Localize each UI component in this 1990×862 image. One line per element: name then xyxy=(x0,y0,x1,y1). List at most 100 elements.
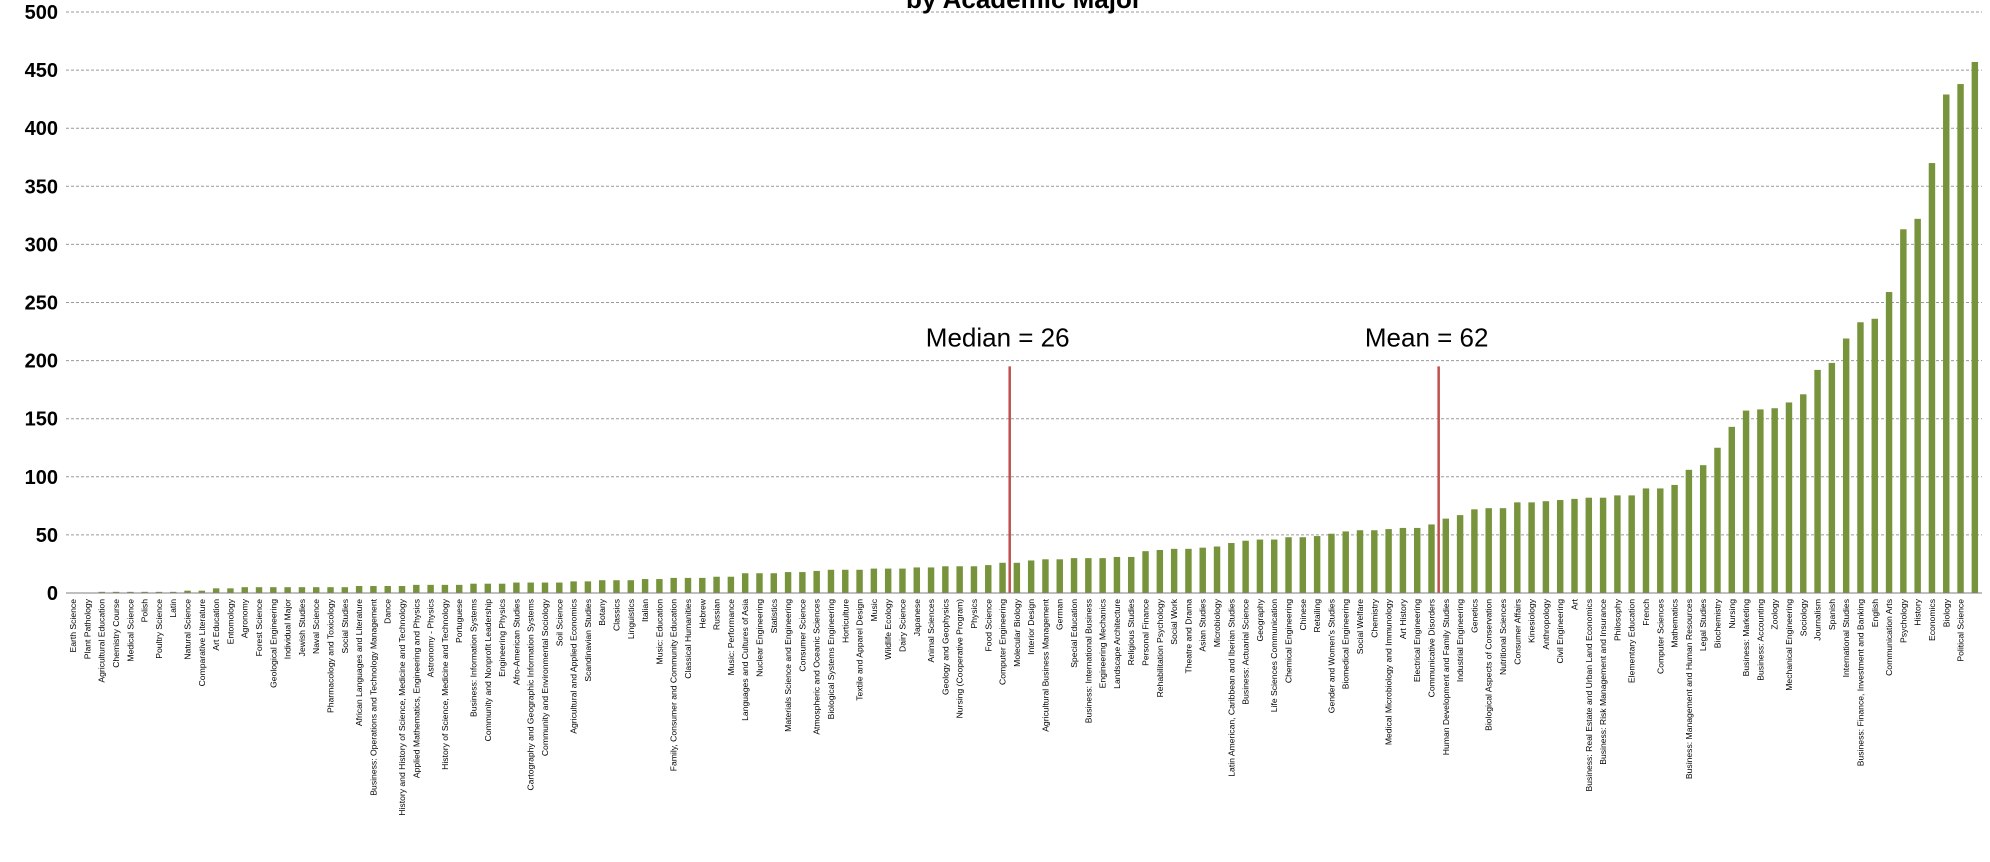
y-tick-label: 200 xyxy=(25,351,58,373)
x-tick-label: Human Development and Family Studies xyxy=(1441,599,1451,755)
x-tick-label: Medical Microbiology and Immunology xyxy=(1384,598,1394,745)
bar xyxy=(1313,536,1321,593)
x-tick-label: Consumer Affairs xyxy=(1512,599,1522,665)
x-tick-label: Life Sciences Communication xyxy=(1269,599,1279,712)
bar xyxy=(1485,508,1492,593)
bar xyxy=(899,568,906,593)
bar xyxy=(284,587,291,593)
bar xyxy=(556,582,563,593)
bar xyxy=(1842,338,1850,593)
y-tick-label: 0 xyxy=(47,583,58,605)
x-tick-label: African Languages and Literature xyxy=(354,599,364,726)
x-tick-label: Agricultural and Applied Economics xyxy=(569,599,579,734)
bar xyxy=(427,584,434,593)
x-tick-label: Gender and Women's Studies xyxy=(1326,599,1336,713)
x-tick-label: Hebrew xyxy=(697,598,707,628)
x-tick-label: Molecular Biology xyxy=(1012,598,1022,667)
bar xyxy=(1299,537,1307,593)
x-tick-label: Business: Operations and Technology Mana… xyxy=(368,598,378,795)
bar xyxy=(884,568,892,593)
bar xyxy=(856,569,863,593)
x-tick-label: Biochemistry xyxy=(1712,598,1722,648)
x-tick-label: Computer Sciences xyxy=(1655,599,1665,674)
y-tick-label: 350 xyxy=(25,176,58,198)
bar xyxy=(942,566,949,593)
x-tick-label: Materials Science and Engineering xyxy=(783,599,793,732)
bar xyxy=(1242,540,1249,593)
bar xyxy=(670,577,677,593)
bar xyxy=(999,562,1006,593)
x-tick-label: Horticulture xyxy=(840,599,850,643)
bar xyxy=(1685,469,1693,593)
gridlines xyxy=(66,11,1982,536)
x-tick-label: Natural Science xyxy=(183,599,193,660)
x-tick-label: Latin American, Caribbean and Iberian St… xyxy=(1226,599,1236,777)
bar xyxy=(355,586,363,593)
bar xyxy=(1714,447,1721,593)
x-tick-label: Mathematics xyxy=(1670,599,1680,648)
bar xyxy=(298,587,306,593)
bars xyxy=(98,61,1979,593)
bar xyxy=(398,586,406,593)
bar xyxy=(1428,524,1435,593)
bar xyxy=(756,573,763,593)
x-tick-label: Portuguese xyxy=(454,599,464,643)
x-tick-label: Civil Engineering xyxy=(1555,599,1565,664)
x-tick-label: Art History xyxy=(1398,598,1408,639)
bar xyxy=(141,591,148,593)
x-tick-label: Business: Risk Management and Insurance xyxy=(1598,599,1608,765)
bar xyxy=(1599,497,1607,593)
x-tick-label: Anthropology xyxy=(1541,598,1551,649)
bar xyxy=(1328,533,1335,593)
x-tick-label: Mechanical Engineering xyxy=(1784,599,1794,691)
x-tick-label: Chemistry Course xyxy=(111,599,121,668)
x-tick-label: Linguistics xyxy=(626,599,636,639)
annotations: Median = 26 Mean = 62 xyxy=(926,322,1489,593)
x-tick-label: Psychology xyxy=(1898,598,1908,643)
x-tick-label: Plant Pathology xyxy=(82,598,92,659)
x-tick-label: Computer Engineering xyxy=(998,599,1008,685)
bar xyxy=(1785,402,1793,593)
bar xyxy=(1800,394,1807,593)
bar xyxy=(384,586,391,593)
x-tick-label: Italian xyxy=(640,599,650,622)
x-axis-ticks: Earth Science Plant Pathology Agricultural… xyxy=(68,598,1965,816)
bar xyxy=(1971,61,1979,593)
bar xyxy=(1442,518,1450,593)
x-tick-label: Jewish Studies xyxy=(297,599,307,656)
x-tick-label: Animal Sciences xyxy=(926,599,936,663)
x-tick-label: Elementary Education xyxy=(1627,599,1637,683)
bar xyxy=(1857,322,1864,593)
bar xyxy=(985,565,992,593)
bar xyxy=(1285,537,1292,593)
x-tick-label: English xyxy=(1870,599,1880,627)
bar xyxy=(1385,529,1392,593)
bar xyxy=(813,570,820,593)
annotation-label: Mean = 62 xyxy=(1365,322,1489,352)
bar xyxy=(1099,558,1106,593)
bar xyxy=(598,580,606,593)
bar xyxy=(927,567,935,593)
x-tick-label: Interior Design xyxy=(1026,599,1036,655)
x-tick-label: Polish xyxy=(140,599,150,623)
x-tick-label: Industrial Engineering xyxy=(1455,599,1465,682)
x-tick-label: Business: International Business xyxy=(1083,599,1093,723)
x-tick-label: Journalism xyxy=(1813,599,1823,641)
bar xyxy=(1814,369,1821,593)
bar xyxy=(1657,488,1664,593)
x-tick-label: Social Studies xyxy=(340,599,350,653)
bar xyxy=(1128,556,1135,593)
bar xyxy=(198,590,206,593)
x-tick-label: Botany xyxy=(597,598,607,625)
bar xyxy=(327,587,334,593)
bar xyxy=(1070,558,1078,593)
bar xyxy=(370,586,377,593)
x-tick-label: Communicative Disorders xyxy=(1427,599,1437,697)
x-tick-label: Scandinavian Studies xyxy=(583,599,593,682)
bar xyxy=(1499,508,1507,593)
x-tick-label: Personal Finance xyxy=(1141,599,1151,666)
x-tick-label: Landscape Architecture xyxy=(1112,599,1122,689)
bar xyxy=(913,567,920,593)
x-tick-label: Retailing xyxy=(1312,599,1322,633)
x-tick-label: Special Education xyxy=(1069,599,1079,668)
